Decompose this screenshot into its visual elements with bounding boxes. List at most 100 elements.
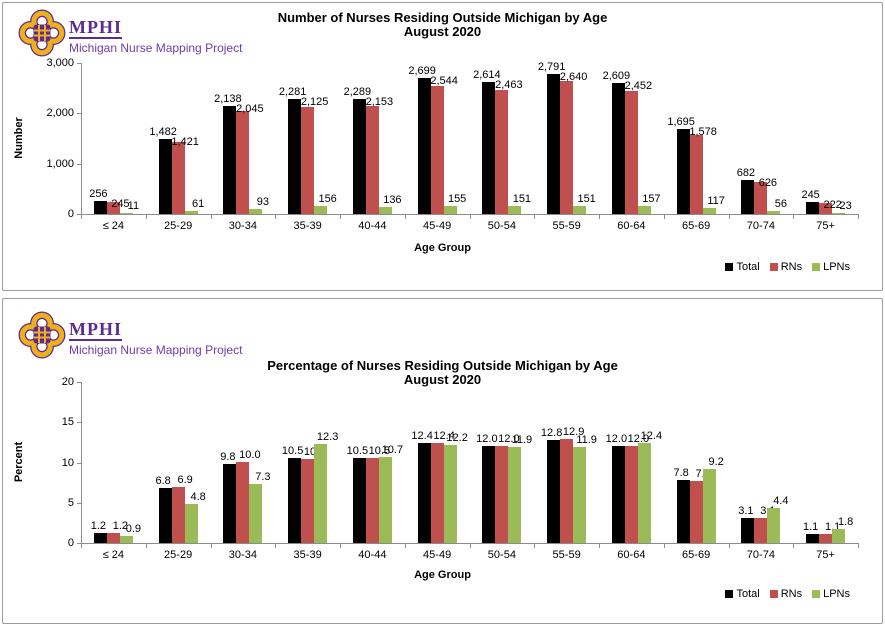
logo-project-name: Michigan Nurse Mapping Project bbox=[69, 343, 243, 357]
lpns-swatch-icon bbox=[812, 590, 821, 598]
y-tick-label: 0 bbox=[67, 537, 74, 549]
y-tick-label: 15 bbox=[61, 416, 74, 429]
bar-total-45-49 bbox=[417, 78, 431, 214]
x-tick-mark bbox=[663, 544, 665, 548]
legend-label-lpns: LPNs bbox=[823, 261, 850, 273]
data-label: 12.4 bbox=[411, 430, 433, 442]
mphi-logo: MPHI Michigan Nurse Mapping Project bbox=[17, 311, 242, 359]
bar-rns-70-74 bbox=[754, 518, 768, 543]
bar-total-55-59 bbox=[547, 440, 561, 543]
bar-total-30-34 bbox=[223, 106, 237, 214]
chart1-title-line2: August 2020 bbox=[403, 24, 482, 39]
bar-rns-55-59 bbox=[560, 439, 574, 543]
bar-total-75+ bbox=[806, 534, 820, 543]
x-tick-mark bbox=[404, 544, 406, 548]
percent-chart-panel: MPHI Michigan Nurse Mapping Project Perc… bbox=[2, 298, 883, 624]
y-tick-mark bbox=[77, 462, 81, 464]
x-tick-mark bbox=[793, 544, 795, 548]
data-label: 10.0 bbox=[239, 449, 261, 461]
bar-lpns-60-64 bbox=[637, 206, 651, 214]
legend-item-rns: RNs bbox=[769, 588, 802, 600]
x-tick-mark bbox=[469, 215, 471, 219]
data-label: 12.2 bbox=[446, 432, 468, 444]
data-label: 4.4 bbox=[773, 495, 789, 507]
bar-lpns-30-34 bbox=[249, 484, 263, 543]
chart1-x-axis-title: Age Group bbox=[414, 242, 471, 254]
mphi-logo: MPHI Michigan Nurse Mapping Project bbox=[17, 9, 242, 57]
y-tick-mark bbox=[77, 163, 81, 165]
category-label: 40-44 bbox=[358, 220, 387, 232]
chart1-plot-area: 0 1,000 2,000 3,000 ≤ 24 256 245 11 25-29 1,482 1,… bbox=[46, 57, 859, 232]
category-label: 75+ bbox=[816, 220, 835, 232]
legend-label-rns: RNs bbox=[780, 261, 803, 273]
x-tick-mark bbox=[275, 544, 277, 548]
data-label: 2,614 bbox=[473, 69, 501, 81]
bar-lpns-75+ bbox=[832, 213, 846, 214]
bar-rns-55-59 bbox=[560, 81, 574, 214]
bar-rns-70-74 bbox=[754, 182, 768, 214]
data-label: 1.8 bbox=[837, 516, 854, 528]
chart2-title-line2: August 2020 bbox=[403, 372, 482, 387]
data-label: 2,281 bbox=[278, 86, 307, 98]
data-label: 2,452 bbox=[624, 80, 653, 92]
data-label: 2,791 bbox=[537, 61, 566, 73]
data-label: 222 bbox=[823, 199, 842, 211]
chart2-plot-area: 0 5 10 15 20 ≤ 24 1.2 1.2 0.9 25-29 6.8 6.9 4.8 30-34… bbox=[62, 376, 859, 561]
category-label: 30-34 bbox=[228, 220, 257, 232]
bar-lpns-40-44 bbox=[378, 207, 392, 214]
category-label: ≤ 24 bbox=[102, 220, 125, 232]
data-label: 136 bbox=[383, 194, 402, 206]
x-tick-mark bbox=[858, 215, 859, 219]
rns-swatch-icon bbox=[769, 263, 778, 271]
data-label: 151 bbox=[577, 193, 596, 205]
data-label: 2,544 bbox=[430, 75, 458, 87]
logo-org-name: MPHI bbox=[69, 319, 122, 341]
lpns-swatch-icon bbox=[812, 263, 821, 271]
data-label: 156 bbox=[318, 193, 337, 205]
bar-total-45-49 bbox=[417, 443, 431, 543]
chart2-title-line1: Percentage of Nurses Residing Outside Mi… bbox=[267, 358, 618, 373]
y-tick-label: 20 bbox=[61, 376, 74, 388]
category-label: 35-39 bbox=[293, 220, 322, 232]
data-label: 1,482 bbox=[149, 126, 177, 138]
bar-lpns-45-49 bbox=[443, 206, 457, 214]
legend-item-total: Total bbox=[725, 261, 760, 273]
y-tick-mark bbox=[77, 543, 81, 544]
data-label: 2,699 bbox=[408, 65, 436, 77]
bar-rns-40-44 bbox=[365, 106, 379, 214]
bar-lpns-35-39 bbox=[314, 206, 328, 214]
category-label: 25-29 bbox=[164, 549, 193, 561]
bar-total-75+ bbox=[806, 202, 820, 214]
y-tick-mark bbox=[77, 214, 81, 215]
bar-lpns-55-59 bbox=[573, 206, 587, 214]
bar-rns-30-34 bbox=[236, 462, 250, 543]
bar-rns-65-69 bbox=[689, 135, 703, 214]
bar-rns-35-39 bbox=[301, 107, 315, 214]
bar-lpns-30-34 bbox=[249, 209, 263, 214]
bar-total-≤ 24 bbox=[93, 533, 107, 543]
bar-rns-65-69 bbox=[689, 481, 703, 543]
legend-label-lpns: LPNs bbox=[823, 588, 850, 600]
chart1-y-axis-title: Number bbox=[13, 117, 25, 159]
data-label: 1.2 bbox=[112, 520, 129, 532]
category-label: 60-64 bbox=[617, 220, 646, 232]
category-label: 55-59 bbox=[552, 549, 581, 561]
category-label: 75+ bbox=[816, 549, 835, 561]
bar-lpns-60-64 bbox=[637, 443, 651, 543]
y-tick-label: 10 bbox=[61, 456, 74, 469]
y-tick-label: 2,000 bbox=[46, 107, 74, 120]
x-axis-line bbox=[81, 214, 859, 215]
data-label: 2,609 bbox=[602, 70, 631, 82]
bar-lpns-35-39 bbox=[314, 444, 328, 543]
x-tick-mark bbox=[210, 544, 212, 548]
data-label: 2,153 bbox=[365, 96, 394, 108]
bar-total-40-44 bbox=[352, 458, 366, 543]
y-tick-label: 5 bbox=[67, 496, 74, 509]
data-label: 10.5 bbox=[281, 445, 304, 457]
bar-rns-≤ 24 bbox=[106, 202, 120, 214]
x-tick-mark bbox=[534, 544, 536, 548]
data-label: 93 bbox=[256, 196, 269, 208]
bar-total-50-54 bbox=[482, 446, 496, 543]
legend-item-total: Total bbox=[725, 588, 760, 600]
